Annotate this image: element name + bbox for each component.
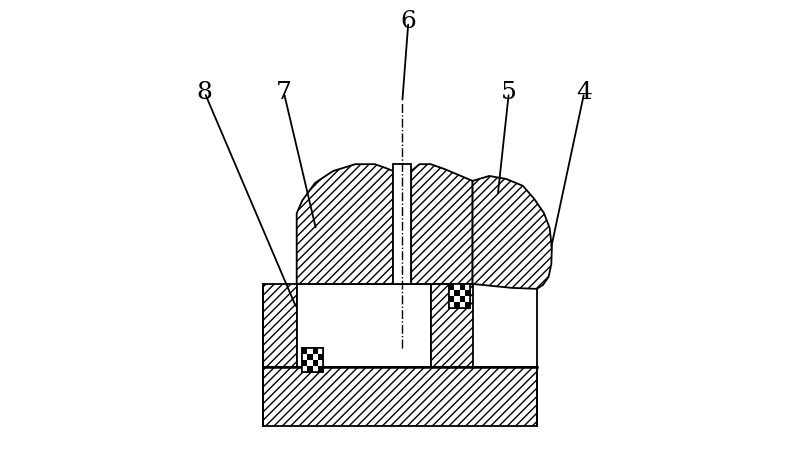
Bar xyxy=(302,348,323,372)
Bar xyxy=(449,303,454,308)
Bar xyxy=(302,348,323,372)
Text: 8: 8 xyxy=(197,81,213,104)
Bar xyxy=(307,348,313,354)
Bar xyxy=(465,296,470,303)
Bar xyxy=(318,360,323,366)
Bar xyxy=(318,348,323,354)
Text: 6: 6 xyxy=(401,10,416,33)
Bar xyxy=(460,303,465,308)
Bar xyxy=(263,367,537,426)
Bar xyxy=(449,284,470,308)
Bar xyxy=(454,284,460,290)
Polygon shape xyxy=(473,176,552,289)
Bar xyxy=(430,284,473,367)
Bar xyxy=(454,296,460,303)
Bar xyxy=(263,284,297,367)
Bar xyxy=(313,366,318,372)
Bar xyxy=(394,164,411,284)
Bar xyxy=(302,366,307,372)
Bar xyxy=(297,284,430,367)
Text: 4: 4 xyxy=(576,81,592,104)
Bar xyxy=(307,360,313,366)
Bar xyxy=(313,354,318,360)
Polygon shape xyxy=(297,164,394,284)
Bar xyxy=(460,290,465,296)
Bar xyxy=(465,284,470,290)
Bar xyxy=(449,284,470,308)
Bar xyxy=(449,290,454,296)
Text: 5: 5 xyxy=(501,81,517,104)
Polygon shape xyxy=(411,164,473,284)
Text: 7: 7 xyxy=(276,81,292,104)
Bar xyxy=(302,354,307,360)
